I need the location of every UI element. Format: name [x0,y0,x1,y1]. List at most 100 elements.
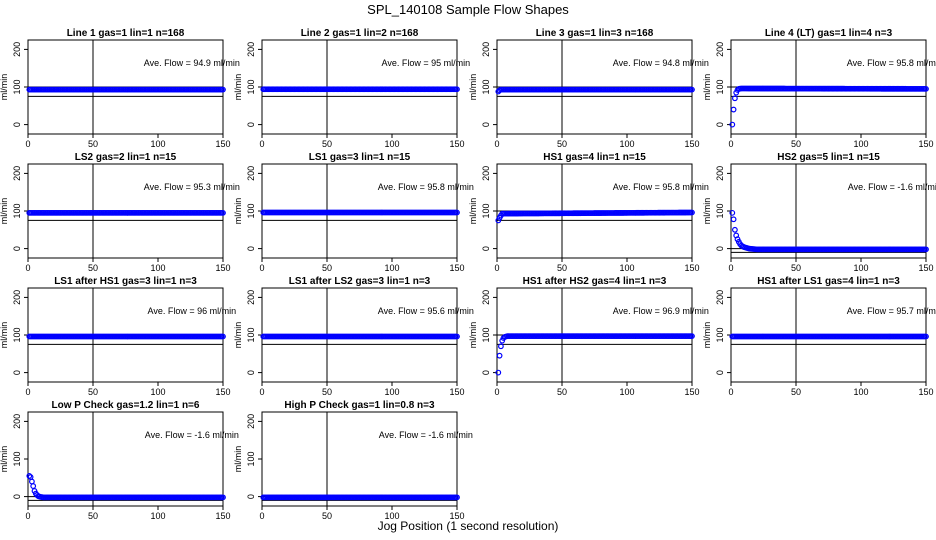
panel-title: Line 3 gas=1 lin=3 n=168 [536,28,654,39]
x-tick-label: 150 [918,139,933,149]
x-tick-label: 100 [384,511,399,521]
x-tick-label: 150 [684,139,699,149]
y-axis-label: ml/min [0,198,9,225]
data-points [495,209,695,224]
panels: Line 1 gas=1 lin=1 n=168 0 50 100 150 0 100 200… [0,28,936,521]
y-tick-label: 200 [481,166,491,181]
panel-title: HS2 gas=5 lin=1 n=15 [777,152,880,163]
y-tick-label: 100 [12,203,22,218]
x-tick-label: 50 [88,139,98,149]
y-axis-label: ml/min [233,446,243,473]
x-tick-label: 150 [684,387,699,397]
y-axis-label: ml/min [468,322,478,349]
panel-annotation: Ave. Flow = 95.8 ml/min [378,182,474,192]
panel-13: Low P Check gas=1.2 lin=1 n=6 0 50 100 150 0 1… [0,400,239,521]
x-tick-label: 0 [728,139,733,149]
x-tick-label: 0 [259,387,264,397]
y-tick-label: 0 [12,122,22,127]
data-point [923,333,929,340]
y-axis-label: ml/min [702,198,712,225]
x-tick-label: 50 [322,139,332,149]
y-tick-label: 200 [12,166,22,181]
panel-6: LS1 gas=3 lin=1 n=15 0 50 100 150 0 100 200 ml/m… [233,152,474,273]
x-tick-label: 50 [791,139,801,149]
x-tick-label: 0 [494,139,499,149]
x-tick-label: 50 [557,139,567,149]
panel-9: LS1 after HS1 gas=3 lin=1 n=3 0 50 100 150 0 1… [0,276,236,397]
x-tick-label: 150 [449,263,464,273]
data-point [454,333,460,340]
x-tick-label: 50 [322,387,332,397]
data-point [498,343,504,350]
data-point [220,333,226,340]
x-tick-label: 150 [449,387,464,397]
y-axis-label: ml/min [233,322,243,349]
panel-title: HS1 after HS2 gas=4 lin=1 n=3 [523,276,667,287]
data-points [26,209,226,216]
x-tick-label: 0 [259,511,264,521]
y-tick-label: 200 [715,166,725,181]
panel-annotation: Ave. Flow = 95 ml/min [381,58,470,68]
x-tick-label: 0 [728,263,733,273]
panel-annotation: Ave. Flow = 94.8 ml/min [613,58,709,68]
panel-7: HS1 gas=4 lin=1 n=15 0 50 100 150 0 100 200 ml/m… [468,152,709,273]
x-tick-label: 0 [728,387,733,397]
panel-title: Line 2 gas=1 lin=2 n=168 [301,28,419,39]
y-axis-label: ml/min [0,322,9,349]
y-tick-label: 100 [715,203,725,218]
x-tick-label: 150 [215,387,230,397]
x-tick-label: 100 [384,263,399,273]
y-tick-label: 200 [246,290,256,305]
x-tick-label: 100 [150,263,165,273]
panel-1: Line 1 gas=1 lin=1 n=168 0 50 100 150 0 100 200… [0,28,240,149]
y-tick-label: 200 [481,42,491,57]
y-tick-label: 100 [246,203,256,218]
x-tick-label: 150 [215,139,230,149]
panel-14: High P Check gas=1 lin=0.8 n=3 0 50 100 150 0… [233,400,473,521]
panel-title: LS1 after HS1 gas=3 lin=1 n=3 [54,276,197,287]
data-points [26,473,226,501]
panel-annotation: Ave. Flow = -1.6 ml/min [379,430,473,440]
x-tick-label: 100 [619,263,634,273]
panel-title: HS1 after LS1 gas=4 lin=1 n=3 [757,276,900,287]
panel-5: LS2 gas=2 lin=1 n=15 0 50 100 150 0 100 200 ml/m… [0,152,240,273]
y-axis-label: ml/min [702,322,712,349]
x-tick-label: 100 [853,387,868,397]
y-tick-label: 100 [12,79,22,94]
x-tick-label: 50 [322,511,332,521]
x-tick-label: 50 [88,387,98,397]
x-tick-label: 100 [384,387,399,397]
y-tick-label: 0 [481,122,491,127]
y-tick-label: 0 [481,370,491,375]
data-point [30,483,37,489]
data-points [260,333,460,340]
x-tick-label: 100 [619,139,634,149]
x-tick-label: 100 [853,139,868,149]
y-tick-label: 200 [12,414,22,429]
y-tick-label: 0 [12,494,22,499]
panel-annotation: Ave. Flow = 95.3 ml/min [144,182,240,192]
y-tick-label: 200 [246,166,256,181]
panel-annotation: Ave. Flow = 96.9 ml/min [613,306,709,316]
panel-3: Line 3 gas=1 lin=3 n=168 0 50 100 150 0 100 200… [468,28,709,149]
data-points [729,209,929,253]
data-points [26,333,226,340]
data-point [732,226,738,233]
panel-10: LS1 after LS2 gas=3 lin=1 n=3 0 50 100 150 0 1… [233,276,474,397]
y-tick-label: 100 [481,327,491,342]
data-points [260,494,460,501]
data-point [923,246,929,253]
x-tick-label: 0 [25,387,30,397]
y-tick-label: 100 [12,327,22,342]
y-tick-label: 0 [246,246,256,251]
data-point [496,352,503,359]
x-tick-label: 50 [88,511,98,521]
y-tick-label: 100 [481,79,491,94]
y-tick-label: 100 [246,451,256,466]
x-tick-label: 100 [384,139,399,149]
x-tick-label: 0 [25,139,30,149]
y-tick-label: 0 [12,246,22,251]
x-tick-label: 0 [494,263,499,273]
y-tick-label: 200 [12,42,22,57]
